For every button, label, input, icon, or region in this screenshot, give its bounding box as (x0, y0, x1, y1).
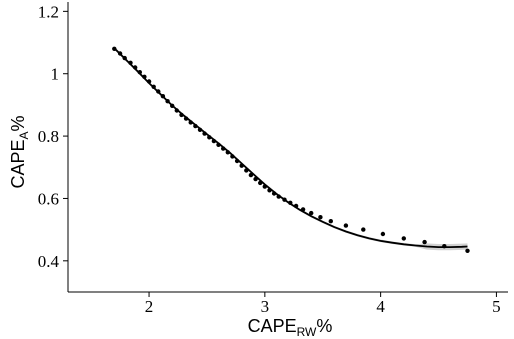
data-point (282, 197, 287, 202)
data-point (216, 142, 221, 147)
data-point (117, 51, 123, 56)
data-point (262, 184, 267, 189)
data-point (253, 176, 258, 182)
data-point (174, 108, 179, 113)
data-point (142, 74, 147, 80)
x-tick-label: 2 (145, 297, 154, 316)
data-point (112, 46, 117, 51)
data-point (221, 146, 226, 151)
y-tick-label: 0.6 (38, 189, 59, 208)
data-point (276, 194, 281, 199)
data-point (361, 227, 366, 232)
data-point (122, 55, 127, 61)
data-point (288, 200, 293, 205)
x-axis-title-suffix: % (316, 316, 332, 336)
data-point (146, 79, 152, 84)
x-tick-label: 4 (376, 297, 385, 316)
x-axis-title-sub: RW (297, 325, 317, 339)
y-tick-label: 1 (51, 65, 60, 84)
confidence-band (114, 46, 468, 251)
data-point (179, 112, 184, 118)
data-point (239, 163, 244, 168)
data-point (258, 180, 263, 186)
data-point (293, 203, 299, 209)
y-tick-label: 1.2 (38, 2, 59, 21)
data-point (225, 150, 230, 155)
data-point (170, 103, 175, 109)
y-tick-label: 0.4 (38, 252, 60, 271)
y-tick-label: 0.8 (38, 127, 59, 146)
data-point (267, 188, 272, 193)
x-tick-label: 5 (492, 297, 501, 316)
fit-line (113, 47, 468, 248)
data-point (183, 116, 189, 121)
data-point (137, 70, 142, 75)
data-point (165, 99, 170, 104)
data-point (160, 94, 166, 99)
x-axis-title-base: CAPE (248, 316, 297, 336)
data-points-layer (112, 46, 470, 253)
data-point (193, 123, 198, 129)
y-axis-title-sub: A (17, 131, 31, 139)
data-point (271, 191, 277, 196)
x-axis-title: CAPERW% (248, 316, 333, 339)
y-axis-title-suffix: % (8, 115, 28, 131)
y-axis-title-base: CAPE (8, 140, 28, 189)
data-point (318, 215, 323, 220)
data-point (197, 127, 203, 132)
data-point (202, 131, 207, 136)
data-point (207, 135, 212, 140)
data-point (422, 239, 427, 245)
data-point (328, 219, 333, 224)
data-point (211, 138, 217, 144)
data-point (128, 60, 133, 65)
axes-layer: 2 3 4 5 0.4 0.6 0.8 1 1.2 (38, 2, 508, 316)
data-point (248, 172, 254, 178)
data-point (343, 223, 349, 228)
data-point (151, 84, 156, 90)
data-point (309, 210, 314, 216)
data-point (465, 248, 470, 253)
data-point (188, 120, 193, 125)
data-point (442, 244, 447, 249)
data-point (380, 231, 386, 237)
data-point (234, 158, 240, 164)
data-point (230, 154, 235, 159)
data-point (133, 65, 138, 70)
data-point (401, 236, 406, 241)
x-tick-label: 3 (261, 297, 270, 316)
data-point (300, 207, 306, 212)
data-point (244, 168, 249, 173)
confidence-band-layer (114, 46, 468, 251)
y-axis-title: CAPEA% (8, 115, 31, 188)
data-point (156, 89, 161, 94)
fit-line-layer (113, 47, 468, 248)
